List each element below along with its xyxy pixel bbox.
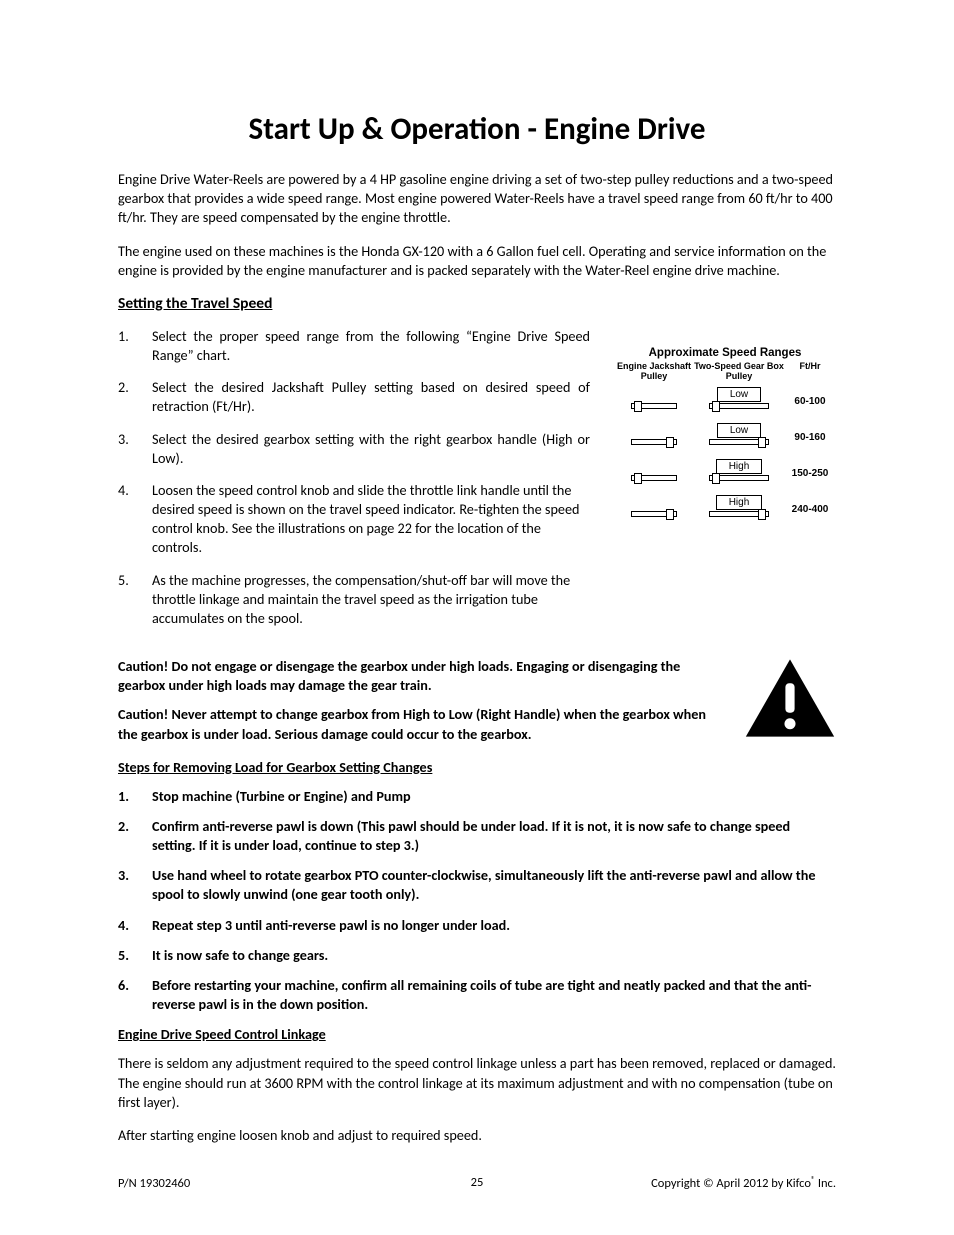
gear-label: High (716, 495, 763, 510)
step-text: Repeat step 3 until anti-reverse pawl is… (152, 916, 510, 934)
linkage-para-2: After starting engine loosen knob and ad… (118, 1126, 836, 1145)
ft-hr-value: 150-250 (784, 468, 836, 481)
ft-hr-value: 60-100 (784, 396, 836, 409)
chart-row: Low 60-100 (614, 387, 836, 409)
list-item: 1.Select the proper speed range from the… (118, 327, 590, 365)
list-item: 4.Loosen the speed control knob and slid… (118, 481, 590, 558)
chart-title: Approximate Speed Ranges (614, 347, 836, 359)
list-item: 5.It is now safe to change gears. (118, 946, 836, 965)
step-text: Before restarting your machine, confirm … (152, 976, 812, 1013)
chart-row: Low 90-160 (614, 423, 836, 445)
ft-hr-value: 90-160 (784, 432, 836, 445)
section-heading-travel-speed: Setting the Travel Speed (118, 294, 836, 313)
caution-2: Caution! Never attempt to change gearbox… (118, 705, 722, 743)
list-item: 6.Before restarting your machine, confir… (118, 976, 836, 1014)
ft-hr-value: 240-400 (784, 504, 836, 517)
removing-load-steps: 1.Stop machine (Turbine or Engine) and P… (118, 787, 836, 1015)
step-text: It is now safe to change gears. (152, 946, 328, 964)
gear-label: Low (717, 423, 761, 438)
step-text: Confirm anti-reverse pawl is down (This … (152, 817, 790, 854)
list-item: 3.Select the desired gearbox setting wit… (118, 430, 590, 468)
page-footer: P/N 19302460 25 Copyright © April 2012 b… (118, 1175, 836, 1191)
section-heading-linkage: Engine Drive Speed Control Linkage (118, 1025, 836, 1043)
step-text: Use hand wheel to rotate gearbox PTO cou… (152, 866, 816, 903)
step-text: Select the desired gearbox setting with … (152, 430, 590, 467)
page-title: Start Up & Operation - Engine Drive (118, 110, 836, 148)
intro-para-1: Engine Drive Water-Reels are powered by … (118, 170, 836, 228)
step-text: Loosen the speed control knob and slide … (152, 481, 579, 557)
step-text: Stop machine (Turbine or Engine) and Pum… (152, 787, 411, 805)
chart-header: Engine Jackshaft Pulley (614, 361, 694, 381)
chart-row: High 240-400 (614, 495, 836, 517)
steps-removing-load-heading: Steps for Removing Load for Gearbox Sett… (118, 758, 836, 776)
list-item: 3.Use hand wheel to rotate gearbox PTO c… (118, 866, 836, 904)
linkage-para-1: There is seldom any adjustment required … (118, 1054, 836, 1112)
chart-header: Ft/Hr (784, 361, 836, 381)
chart-header: Two-Speed Gear Box Pulley (694, 361, 784, 381)
intro-para-2: The engine used on these machines is the… (118, 242, 836, 280)
step-text: As the machine progresses, the compensat… (152, 571, 570, 627)
list-item: 4.Repeat step 3 until anti-reverse pawl … (118, 916, 836, 935)
gear-label: Low (717, 387, 761, 402)
travel-speed-steps: 1.Select the proper speed range from the… (118, 327, 590, 628)
warning-icon (744, 657, 836, 739)
step-text: Select the desired Jackshaft Pulley sett… (152, 378, 590, 415)
step-text: Select the proper speed range from the f… (152, 327, 590, 364)
list-item: 2.Select the desired Jackshaft Pulley se… (118, 378, 590, 416)
list-item: 2.Confirm anti-reverse pawl is down (Thi… (118, 817, 836, 855)
caution-1: Caution! Do not engage or disengage the … (118, 657, 722, 695)
chart-row: High 150-250 (614, 459, 836, 481)
gear-label: High (716, 459, 763, 474)
speed-range-chart: Approximate Speed Ranges Engine Jackshaf… (614, 327, 836, 641)
list-item: 1.Stop machine (Turbine or Engine) and P… (118, 787, 836, 806)
list-item: 5.As the machine progresses, the compens… (118, 571, 590, 629)
page-number: 25 (118, 1175, 836, 1190)
